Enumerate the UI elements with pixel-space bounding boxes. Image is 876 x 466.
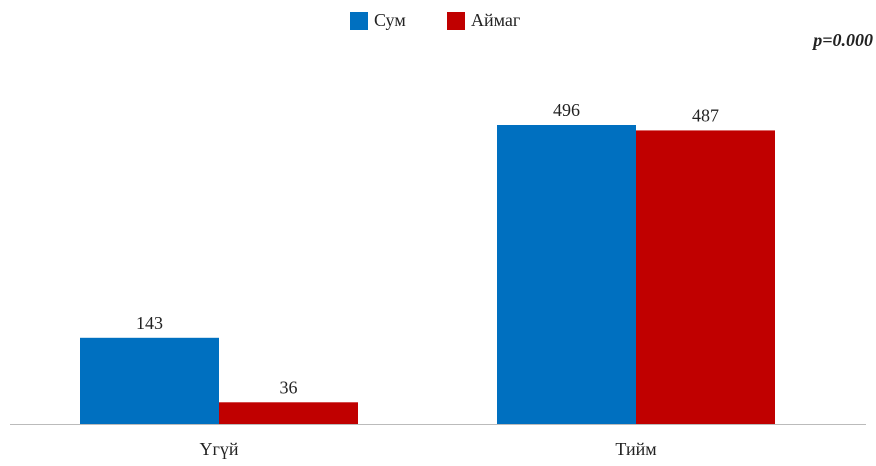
legend-label: Аймаг — [471, 10, 520, 30]
x-tick-label: Үгүй — [199, 439, 238, 459]
data-label: 143 — [136, 313, 163, 333]
legend-swatch — [350, 12, 368, 30]
annotation: p=0.000 — [811, 30, 873, 50]
data-label: 496 — [553, 100, 580, 120]
legend-label: Сум — [374, 10, 406, 30]
data-label: 36 — [280, 377, 298, 397]
bar — [636, 130, 775, 424]
x-tick-label: Тийм — [615, 439, 656, 459]
legend-swatch — [447, 12, 465, 30]
bar — [80, 337, 219, 424]
bar — [497, 125, 636, 424]
data-label: 487 — [692, 106, 719, 126]
bar — [219, 402, 358, 424]
